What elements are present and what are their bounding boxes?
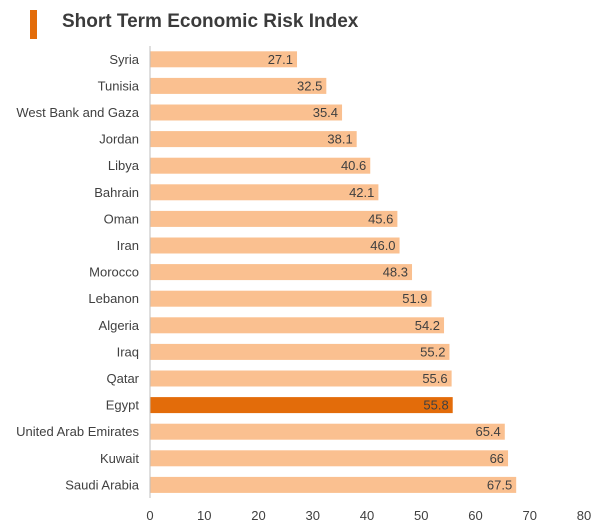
category-label-3: Jordan <box>99 132 139 147</box>
bar-13 <box>150 397 453 414</box>
value-label-12: 55.6 <box>422 371 447 386</box>
value-label-9: 51.9 <box>402 291 427 306</box>
value-label-5: 42.1 <box>349 185 374 200</box>
category-label-4: Libya <box>108 158 140 173</box>
x-tick-label-4: 40 <box>360 508 374 523</box>
category-label-11: Iraq <box>117 344 139 359</box>
bar-7 <box>150 237 400 254</box>
category-label-6: Oman <box>104 211 139 226</box>
x-tick-label-5: 50 <box>414 508 428 523</box>
bar-10 <box>150 317 445 334</box>
bar-16 <box>150 476 517 493</box>
bar-1 <box>150 77 327 94</box>
value-label-7: 46.0 <box>370 238 395 253</box>
category-label-5: Bahrain <box>94 185 139 200</box>
category-label-16: Saudi Arabia <box>65 477 139 492</box>
bar-5 <box>150 184 379 201</box>
bar-9 <box>150 290 432 307</box>
category-label-0: Syria <box>109 52 139 67</box>
x-tick-label-1: 10 <box>197 508 211 523</box>
bar-3 <box>150 131 357 148</box>
x-tick-label-8: 80 <box>577 508 591 523</box>
bar-2 <box>150 104 343 121</box>
category-label-7: Iran <box>117 238 139 253</box>
value-label-14: 65.4 <box>475 424 500 439</box>
category-label-15: Kuwait <box>100 451 139 466</box>
bar-15 <box>150 450 509 467</box>
bar-6 <box>150 210 398 227</box>
value-label-16: 67.5 <box>487 477 512 492</box>
x-tick-label-3: 30 <box>306 508 320 523</box>
category-label-2: West Bank and Gaza <box>16 105 139 120</box>
category-label-1: Tunisia <box>98 78 140 93</box>
bar-0 <box>150 51 298 68</box>
x-tick-label-6: 60 <box>468 508 482 523</box>
x-tick-label-7: 70 <box>523 508 537 523</box>
bar-14 <box>150 423 505 440</box>
value-label-11: 55.2 <box>420 344 445 359</box>
value-label-0: 27.1 <box>268 52 293 67</box>
value-label-6: 45.6 <box>368 211 393 226</box>
chart-title: Short Term Economic Risk Index <box>62 11 359 32</box>
category-label-8: Morocco <box>89 265 139 280</box>
x-tick-label-0: 0 <box>146 508 153 523</box>
bar-8 <box>150 264 413 281</box>
title-accent-bar <box>30 10 37 39</box>
category-label-14: United Arab Emirates <box>16 424 139 439</box>
value-label-1: 32.5 <box>297 78 322 93</box>
value-label-4: 40.6 <box>341 158 366 173</box>
value-label-10: 54.2 <box>415 318 440 333</box>
value-label-15: 66 <box>490 451 504 466</box>
value-label-3: 38.1 <box>327 132 352 147</box>
category-label-9: Lebanon <box>88 291 139 306</box>
x-tick-label-2: 20 <box>251 508 265 523</box>
bar-4 <box>150 157 371 174</box>
category-label-10: Algeria <box>99 318 140 333</box>
value-label-8: 48.3 <box>383 265 408 280</box>
bar-11 <box>150 343 450 360</box>
bar-12 <box>150 370 452 387</box>
category-label-13: Egypt <box>106 398 140 413</box>
category-label-12: Qatar <box>106 371 139 386</box>
value-label-2: 35.4 <box>313 105 338 120</box>
value-label-13: 55.8 <box>423 398 448 413</box>
